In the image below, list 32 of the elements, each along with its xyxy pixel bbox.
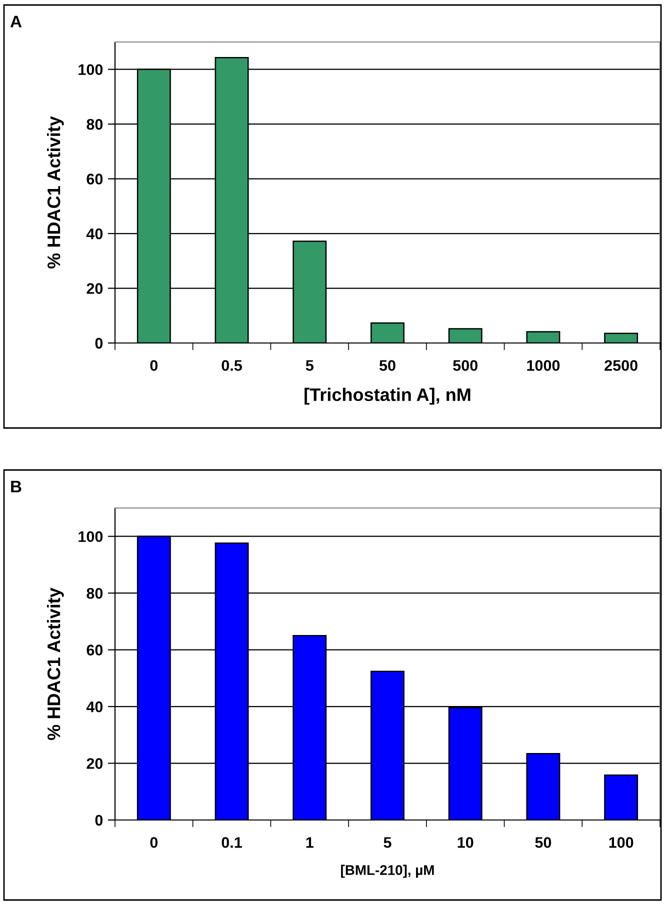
text: A xyxy=(10,16,22,28)
y-tick-label: 40 xyxy=(86,701,103,712)
y-tick-label: 0 xyxy=(95,814,103,826)
y-axis-title: % HDAC1 Activity xyxy=(46,116,64,268)
x-tick-label: 0.5 xyxy=(222,360,242,371)
y-tick-label: 100 xyxy=(78,64,103,76)
y-tick-label: 80 xyxy=(86,588,103,599)
y-tick-label: 100 xyxy=(78,531,103,542)
x-tick-label: 50 xyxy=(535,837,552,848)
x-tick-label: 100 xyxy=(609,837,634,848)
x-tick-label: 1 xyxy=(306,837,314,848)
x-axis-title: [Trichostatin A], nM xyxy=(304,388,470,405)
x-tick-label: 5 xyxy=(384,837,392,848)
x-tick-label: 5 xyxy=(306,360,314,371)
y-tick-label: 0 xyxy=(95,338,103,349)
x-axis-title: [BML-210], µM xyxy=(341,864,434,878)
y-tick-label: 40 xyxy=(86,228,103,240)
x-tick-label: 0.1 xyxy=(222,837,242,848)
y-tick-label: 60 xyxy=(86,174,103,185)
y-tick-label: 60 xyxy=(86,644,103,656)
x-tick-label: 10 xyxy=(458,837,474,848)
y-axis-title: % HDAC1 Activity xyxy=(46,588,64,740)
x-tick-label: 2500 xyxy=(604,360,638,371)
x-tick-label: 0 xyxy=(150,837,158,848)
y-tick-label: 20 xyxy=(86,283,103,294)
y-tick-label: 20 xyxy=(86,758,103,769)
x-tick-label: 0 xyxy=(150,360,158,371)
y-tick-label: 80 xyxy=(86,118,103,130)
x-tick-label: 50 xyxy=(379,360,396,371)
x-tick-label: 1000 xyxy=(527,360,560,371)
x-tick-label: 500 xyxy=(453,360,478,371)
text: B xyxy=(11,480,22,492)
